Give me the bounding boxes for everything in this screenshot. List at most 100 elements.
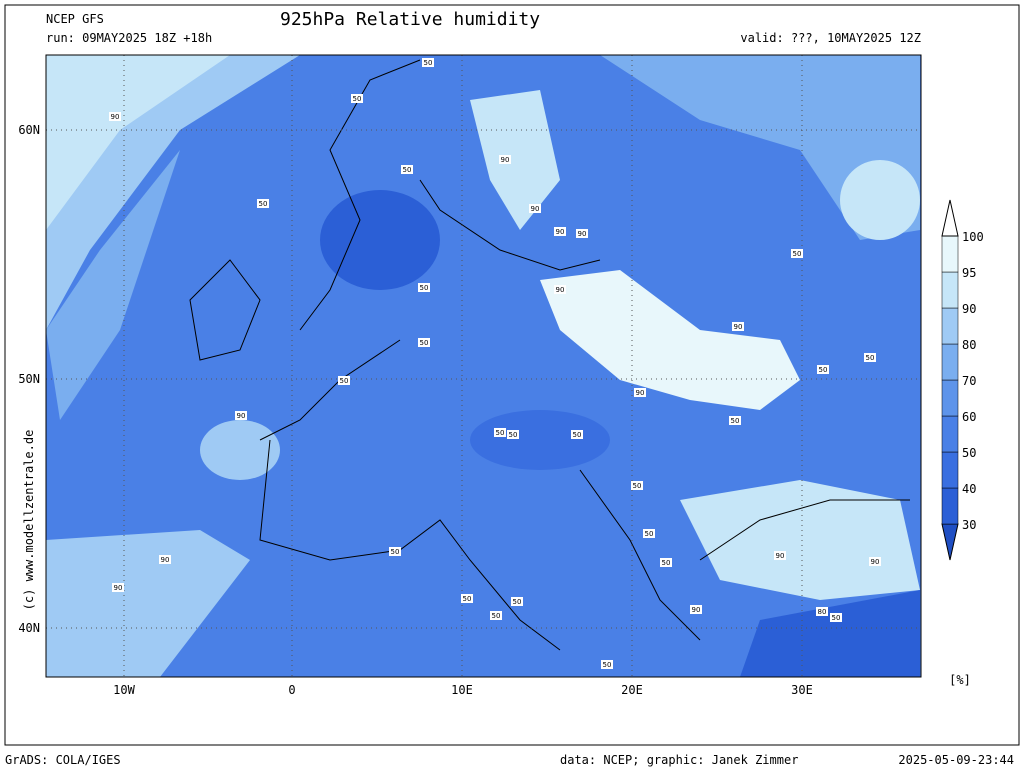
- contour-label: 50: [492, 612, 501, 620]
- contour-label: 50: [633, 482, 642, 490]
- field-patch: [470, 410, 610, 470]
- contour-label-box: [554, 227, 566, 236]
- colorbar-box: [941, 379, 959, 417]
- contour-label-box: [159, 555, 171, 564]
- field-patch: [46, 55, 230, 230]
- contour-label: 50: [513, 598, 522, 606]
- contour-label: 50: [420, 284, 429, 292]
- contour-label-box: [634, 388, 646, 397]
- contour-label: 50: [424, 59, 433, 67]
- graticule: [46, 55, 921, 677]
- contour-label: 50: [509, 431, 518, 439]
- field-patch: [840, 160, 920, 240]
- colorbar-box: [941, 271, 959, 309]
- field-patch: [46, 530, 250, 677]
- title: 925hPa Relative humidity: [280, 9, 540, 30]
- footer-timestamp: 2025-05-09-23:44: [898, 753, 1014, 767]
- contour-label: 90: [578, 230, 587, 238]
- contour-label: 50: [259, 200, 268, 208]
- contour-label-box: [817, 365, 829, 374]
- contour-label: 90: [531, 205, 540, 213]
- run: run: 09MAY2025 18Z +18h: [46, 31, 212, 45]
- contour-label-box: [494, 428, 506, 437]
- contour-label: 50: [403, 166, 412, 174]
- contour-label: 50: [866, 354, 875, 362]
- colorbar-tick-label: 100: [962, 230, 984, 244]
- contour-label-box: [511, 597, 523, 606]
- contour-label-box: [422, 58, 434, 67]
- contour-label: 80: [818, 608, 827, 616]
- colorbar-tick-label: 40: [962, 482, 976, 496]
- contour-label-box: [729, 416, 741, 425]
- contour-label-box: [529, 204, 541, 213]
- model: NCEP GFS: [46, 12, 104, 26]
- contour-label: 50: [603, 661, 612, 669]
- contour-label: 90: [776, 552, 785, 560]
- contour-label-box: [732, 322, 744, 331]
- colorbar-tick-label: 90: [962, 302, 976, 316]
- colorbar-unit: [%]: [949, 673, 971, 687]
- coastline: [259, 59, 910, 651]
- contour-label: 50: [420, 339, 429, 347]
- colorbar-tick-label: 70: [962, 374, 976, 388]
- colorbar-tick-label: 60: [962, 410, 976, 424]
- colorbar-box: [941, 487, 959, 525]
- contour-label-box: [109, 112, 121, 121]
- contour-label: 50: [573, 431, 582, 439]
- contour-label: 50: [645, 530, 654, 538]
- contour-label: 90: [734, 323, 743, 331]
- colorbar-tick-label: 80: [962, 338, 976, 352]
- field-patch: [200, 420, 280, 480]
- contour-label: 50: [353, 95, 362, 103]
- contour-label-box: [401, 165, 413, 174]
- contour-label: 50: [340, 377, 349, 385]
- colorbar-tick-label: 30: [962, 518, 976, 532]
- colorbar-box: [941, 235, 959, 273]
- contour-label-box: [576, 229, 588, 238]
- lon-label: 10W: [113, 683, 135, 697]
- contour-label: 90: [114, 584, 123, 592]
- colorbar-over: [941, 199, 959, 237]
- contour-label-box: [235, 411, 247, 420]
- contour-label-box: [554, 285, 566, 294]
- contour-label-box: [601, 660, 613, 669]
- lat-label: 60N: [18, 123, 40, 137]
- colorbar-box: [941, 415, 959, 453]
- field-patch: [540, 270, 800, 410]
- footer-left: GrADS: COLA/IGES: [5, 753, 121, 767]
- lon-label: 20E: [621, 683, 643, 697]
- colorbar-tick-label: 95: [962, 266, 976, 280]
- contour-label: 50: [662, 559, 671, 567]
- lat-label: 40N: [18, 621, 40, 635]
- contour-label: 50: [793, 250, 802, 258]
- contour-label-box: [418, 283, 430, 292]
- contour-label: 90: [871, 558, 880, 566]
- contour-label-box: [869, 557, 881, 566]
- contour-label: 50: [832, 614, 841, 622]
- contour-label: 50: [496, 429, 505, 437]
- coastline: [189, 259, 261, 361]
- field-patch: [470, 90, 560, 230]
- contour-label: 90: [636, 389, 645, 397]
- contour-label: 90: [161, 556, 170, 564]
- field-patch: [680, 480, 920, 600]
- contour-label: 50: [731, 417, 740, 425]
- contour-label: 50: [463, 595, 472, 603]
- contour-label: 90: [237, 412, 246, 420]
- contour-label: 90: [111, 113, 120, 121]
- contour-label: 50: [819, 366, 828, 374]
- contour-label-box: [507, 430, 519, 439]
- contour-label-box: [418, 338, 430, 347]
- map-border: [45, 54, 922, 678]
- colorbar-box: [941, 451, 959, 489]
- colorbar-box: [941, 343, 959, 381]
- frame: [4, 4, 1020, 746]
- footer-credit: data: NCEP; graphic: Janek Zimmer: [560, 753, 798, 767]
- contour-label-box: [690, 605, 702, 614]
- contour-label: 90: [501, 156, 510, 164]
- field-patch: [320, 190, 440, 290]
- valid: valid: ???, 10MAY2025 12Z: [740, 31, 921, 45]
- field-patch: [600, 55, 920, 240]
- field-patch: [46, 150, 180, 420]
